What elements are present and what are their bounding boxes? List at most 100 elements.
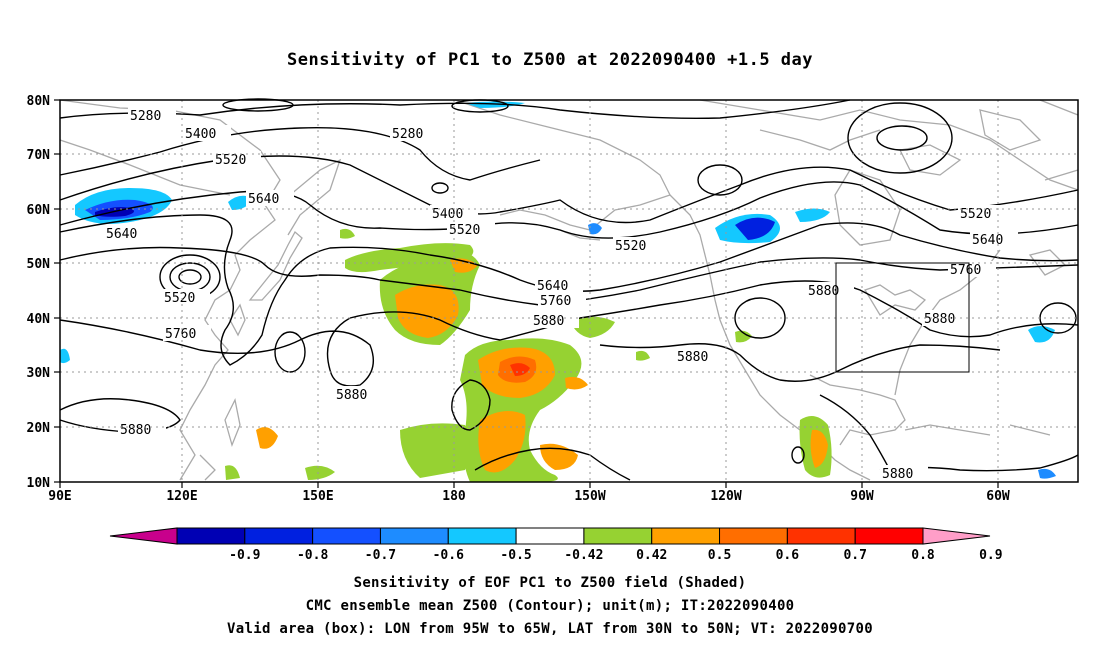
positive-red-core [510, 363, 530, 376]
lat-label: 10N [27, 476, 51, 491]
contour-label: 5880 [533, 314, 564, 329]
colorbar-box [312, 527, 381, 545]
lat-label: 30N [27, 366, 51, 381]
contour-label: 5640 [106, 227, 137, 242]
positive-orange-mexico [810, 429, 828, 468]
contour-label: 5280 [130, 109, 161, 124]
coastlines [59, 99, 1079, 481]
colorbar-tick-label: 0.5 [708, 548, 731, 563]
contour-label: 5640 [537, 279, 568, 294]
lat-label: 40N [27, 312, 51, 327]
lon-label: 180 [442, 489, 466, 504]
lon-label: 90W [850, 489, 874, 504]
positive-area-pac1 [340, 228, 355, 239]
contour-label: 5280 [392, 127, 423, 142]
positive-area-west-small2 [225, 465, 240, 480]
colorbar-box [583, 527, 653, 545]
colorbar-tick-label: -0.42 [564, 548, 603, 563]
colorbar-tick-label: 0.42 [636, 548, 667, 563]
lat-label: 50N [27, 257, 51, 272]
positive-area-west-small3 [305, 465, 335, 480]
contour-label: 5880 [677, 350, 708, 365]
colorbar-tick-label: -0.9 [229, 548, 260, 563]
contour-label: 5640 [248, 192, 279, 207]
lat-label: 60N [27, 203, 51, 218]
caption-contour: CMC ensemble mean Z500 (Contour); unit(m… [305, 598, 795, 614]
negative-core-canada [735, 217, 775, 240]
colorbar-over-triangle [922, 527, 991, 545]
colorbar: -0.9 -0.8 -0.7 -0.6 -0.5 -0.42 0.42 0.5 0.6 0.7 0.… [109, 527, 1003, 563]
colorbar-tick-label: -0.8 [297, 548, 328, 563]
contour-labels: 5280 5280 5400 5400 5520 5520 5520 5520 … [104, 107, 1018, 482]
positive-orange-north [450, 258, 478, 273]
colorbar-box [515, 527, 585, 545]
positive-area-east1 [570, 316, 615, 338]
lon-label: 90E [48, 489, 71, 504]
lat-label: 80N [27, 94, 51, 109]
contour-label: 5520 [615, 239, 646, 254]
contour-label: 5520 [960, 207, 991, 222]
contour-label: 5400 [432, 207, 463, 222]
caption-shaded: Sensitivity of EOF PC1 to Z500 field (Sh… [353, 575, 747, 591]
map-title: Sensitivity of PC1 to Z500 at 2022090400… [286, 50, 813, 70]
colorbar-tick-label: -0.6 [433, 548, 464, 563]
colorbar-tick-label: 0.8 [911, 548, 935, 563]
lon-label: 150W [574, 489, 605, 504]
positive-orange-central [395, 284, 459, 338]
tick-marks [54, 99, 999, 488]
contour-label: 5400 [185, 127, 216, 142]
lon-label: 60W [986, 489, 1010, 504]
colorbar-tick-label: 0.7 [843, 548, 866, 563]
colorbar-tick-label: 0.9 [979, 548, 1002, 563]
colorbar-tick-label: -0.7 [365, 548, 396, 563]
colorbar-box [176, 527, 246, 545]
colorbar-box [651, 527, 721, 545]
colorbar-tick-label: 0.6 [776, 548, 800, 563]
negative-area-pacific-west [60, 348, 70, 364]
contour-label: 5640 [972, 233, 1003, 248]
positive-area-south-west [400, 423, 470, 478]
contour-label: 5760 [165, 327, 196, 342]
contour-label: 5880 [120, 423, 151, 438]
positive-orange-se [540, 443, 578, 470]
contour-label: 5880 [882, 467, 913, 482]
positive-area-us [735, 330, 752, 343]
colorbar-under-triangle [109, 527, 178, 545]
valid-area-box [835, 262, 970, 373]
lon-label: 150E [302, 489, 333, 504]
positive-area-east2 [565, 376, 588, 390]
negative-area-small2 [588, 223, 602, 235]
negative-area-se [1038, 468, 1056, 479]
lat-label: 20N [27, 421, 51, 436]
map-frame [59, 99, 1079, 483]
lon-label: 120E [166, 489, 197, 504]
negative-area-atlantic [1028, 326, 1055, 343]
positive-orange-south2 [478, 411, 526, 473]
contour-label: 5760 [950, 263, 981, 278]
lat-label: 70N [27, 148, 51, 163]
contour-label: 5880 [336, 388, 367, 403]
colorbar-box [244, 527, 314, 545]
contour-label: 5520 [449, 223, 480, 238]
contour-label: 5760 [540, 294, 571, 309]
colorbar-box [719, 527, 788, 545]
contour-label: 5520 [164, 291, 195, 306]
colorbar-box [854, 527, 924, 545]
lon-label: 120W [710, 489, 741, 504]
positive-area-east3 [636, 350, 650, 361]
colorbar-tick-label: -0.5 [500, 548, 531, 563]
gridlines [60, 100, 1078, 482]
contour-label: 5880 [808, 284, 839, 299]
colorbar-box [447, 527, 517, 545]
latitude-labels: 80N 70N 60N 50N 40N 30N 20N 10N [27, 94, 51, 491]
contour-label: 5520 [215, 153, 246, 168]
contour-label: 5880 [924, 312, 955, 327]
longitude-labels: 90E 120E 150E 180 150W 120W 90W 60W [48, 489, 1010, 504]
colorbar-box [379, 527, 449, 545]
negative-area-canada2 [795, 208, 830, 222]
colorbar-box [786, 527, 856, 545]
caption-valid-area: Valid area (box): LON from 95W to 65W, L… [227, 621, 873, 637]
positive-area-west-small [256, 427, 278, 449]
positive-area-north [345, 243, 474, 273]
